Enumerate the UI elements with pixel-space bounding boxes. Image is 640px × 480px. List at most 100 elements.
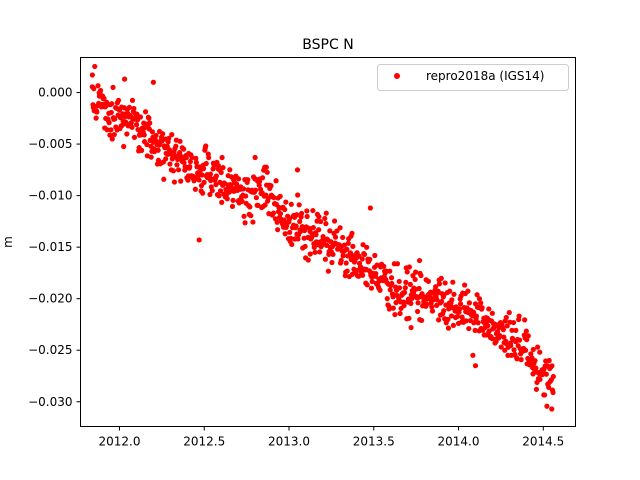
data-point — [504, 323, 510, 329]
data-point — [104, 99, 110, 105]
data-point — [416, 285, 422, 292]
data-point — [360, 242, 366, 248]
data-point — [117, 115, 124, 121]
data-point — [485, 323, 491, 329]
data-point — [412, 269, 419, 275]
data-point — [193, 155, 199, 161]
data-point — [200, 166, 207, 172]
data-point — [532, 358, 538, 364]
y-tick-label: −0.025 — [28, 343, 72, 357]
data-point — [150, 79, 156, 85]
data-point — [364, 244, 370, 250]
y-tick-label: 0.000 — [38, 86, 72, 100]
data-point — [273, 178, 279, 184]
data-point — [425, 278, 431, 284]
data-point — [457, 306, 463, 312]
data-point — [286, 216, 293, 222]
data-point — [441, 308, 447, 314]
data-point — [282, 231, 288, 237]
data-point — [503, 314, 509, 321]
data-point — [450, 322, 457, 328]
data-point — [364, 282, 370, 288]
x-tick-label: 2014.0 — [438, 435, 480, 449]
data-point — [522, 317, 528, 323]
x-tick-label: 2012.5 — [183, 435, 225, 449]
data-point — [219, 154, 225, 161]
x-tick-label: 2012.0 — [98, 435, 140, 449]
data-point — [185, 177, 191, 183]
data-point — [414, 308, 421, 315]
data-point — [325, 268, 331, 274]
data-point — [95, 83, 101, 89]
data-point — [502, 347, 508, 353]
legend: repro2018a (IGS14) — [377, 64, 569, 91]
data-point — [293, 223, 299, 229]
data-point — [389, 280, 395, 287]
y-tick-label: −0.030 — [28, 395, 72, 409]
data-point — [473, 313, 480, 319]
data-point — [479, 305, 485, 311]
data-point — [167, 161, 173, 167]
data-point — [94, 109, 100, 115]
data-point — [546, 357, 552, 364]
data-point — [215, 163, 221, 169]
data-point — [147, 120, 153, 126]
data-point — [535, 344, 541, 350]
data-point — [201, 179, 207, 185]
data-point — [369, 278, 375, 285]
data-point — [111, 131, 117, 138]
data-point — [295, 192, 301, 198]
data-point — [161, 176, 167, 182]
data-point — [129, 124, 135, 130]
data-point — [252, 154, 258, 161]
data-point — [242, 220, 248, 226]
data-point — [356, 253, 362, 259]
data-point — [390, 305, 396, 311]
data-point — [518, 357, 524, 363]
data-point — [271, 195, 277, 201]
points-layer — [89, 63, 556, 412]
data-point — [470, 352, 476, 358]
data-point — [252, 187, 259, 193]
data-point — [372, 252, 378, 259]
data-point — [135, 126, 141, 133]
data-point — [475, 320, 481, 326]
data-point — [274, 219, 280, 225]
data-point — [466, 325, 472, 332]
data-point — [178, 178, 184, 184]
data-point — [393, 300, 399, 306]
data-point — [197, 168, 203, 174]
data-point — [227, 167, 233, 173]
data-point — [406, 315, 412, 321]
data-point — [344, 246, 350, 252]
data-point — [537, 376, 543, 383]
data-point — [508, 343, 514, 349]
data-point — [174, 162, 180, 168]
data-point — [245, 177, 251, 183]
data-point — [542, 392, 548, 398]
data-point — [549, 406, 555, 412]
data-point — [304, 208, 310, 214]
data-point — [448, 313, 455, 319]
data-point — [397, 310, 403, 317]
data-point — [207, 171, 214, 177]
legend-label: repro2018a (IGS14) — [426, 69, 544, 83]
data-point — [97, 87, 104, 94]
data-point — [427, 294, 433, 300]
data-point — [92, 63, 98, 70]
data-point — [433, 284, 439, 290]
data-point — [89, 72, 95, 78]
data-point — [434, 297, 440, 303]
legend-marker — [394, 73, 400, 79]
data-point — [476, 296, 483, 302]
data-point — [305, 257, 311, 263]
data-point — [270, 210, 277, 216]
data-point — [310, 207, 316, 214]
data-point — [131, 134, 138, 140]
data-point — [474, 292, 480, 298]
data-point — [187, 164, 193, 170]
data-point — [317, 249, 323, 255]
data-point — [401, 303, 407, 309]
data-point — [126, 104, 132, 110]
data-point — [445, 325, 452, 331]
